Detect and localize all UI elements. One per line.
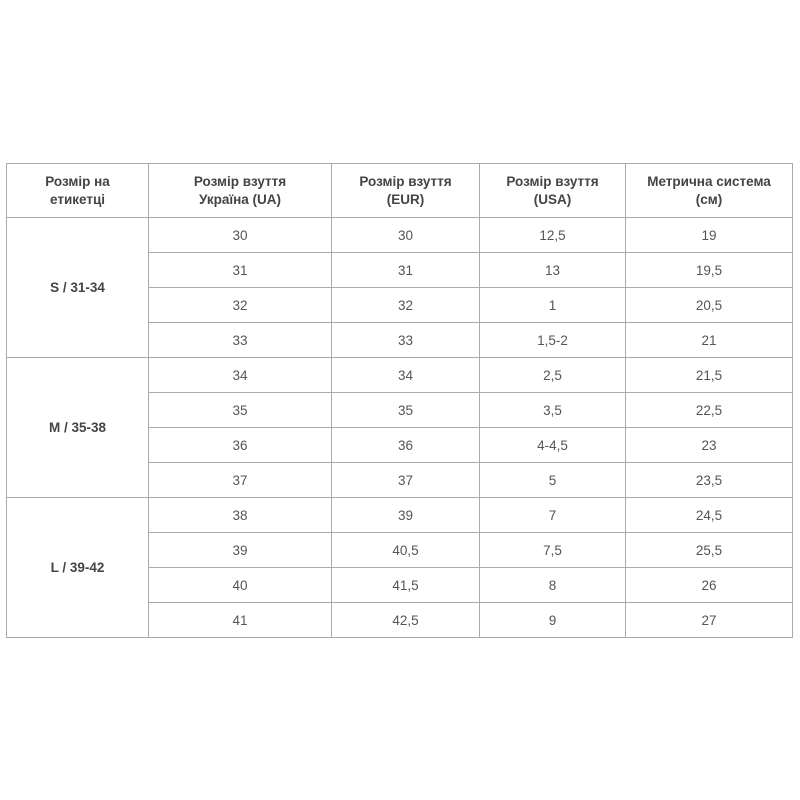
table-cell: 33 [331, 322, 480, 358]
table-cell: 7,5 [479, 532, 626, 568]
table-cell: 4-4,5 [479, 427, 626, 463]
table-row: 40 41,5 8 26 [7, 567, 793, 603]
table-cell: 9 [479, 602, 626, 638]
table-cell: 21,5 [625, 357, 793, 393]
table-cell: 32 [331, 287, 480, 323]
table-cell: 19,5 [625, 252, 793, 288]
column-header-line: Розмір взуття [193, 173, 287, 189]
table-cell: 31 [331, 252, 480, 288]
table-cell: 38 [148, 497, 332, 533]
table-cell: 39 [331, 497, 480, 533]
table-cell: 13 [479, 252, 626, 288]
column-header: Розмір взуття (EUR) [331, 163, 480, 218]
column-header: Розмір на етикетці [6, 163, 149, 218]
table-cell: 36 [331, 427, 480, 463]
size-label-cell: S / 31-34 [6, 217, 149, 358]
table-cell: 27 [625, 602, 793, 638]
column-header-line: (EUR) [386, 191, 425, 207]
column-header: Розмір взуття Україна (UA) [148, 163, 332, 218]
table-cell: 32 [148, 287, 332, 323]
table-cell: 30 [331, 217, 480, 253]
header-row: Розмір на етикетці Розмір взуття Україна (U… [6, 163, 793, 218]
table-cell: 19 [625, 217, 793, 253]
table-row: 41 42,5 9 27 [7, 602, 793, 638]
table-row: 31 31 13 19,5 [7, 252, 793, 288]
table-cell: 1 [479, 287, 626, 323]
table-cell: 25,5 [625, 532, 793, 568]
table-cell: 36 [148, 427, 332, 463]
column-header-line: Україна (UA) [198, 191, 282, 207]
column-header: Розмір взуття (USA) [479, 163, 626, 218]
column-header-line: (USA) [533, 191, 572, 207]
table-cell: 20,5 [625, 287, 793, 323]
size-chart-table: Розмір на етикетці Розмір взуття Україна (U… [6, 163, 793, 638]
table-cell: 37 [331, 462, 480, 498]
table-cell: 40,5 [331, 532, 480, 568]
column-header-line: Розмір на [45, 173, 110, 189]
column-header-line: Розмір взуття [506, 173, 599, 189]
table-row: 36 36 4-4,5 23 [7, 427, 793, 463]
table-cell: 35 [148, 392, 332, 428]
table-row: 32 32 1 20,5 [7, 287, 793, 323]
table-cell: 21 [625, 322, 793, 358]
table-cell: 5 [479, 462, 626, 498]
table-cell: 37 [148, 462, 332, 498]
table-cell: 40 [148, 567, 332, 603]
table-cell: 1,5-2 [479, 322, 626, 358]
table-cell: 23,5 [625, 462, 793, 498]
table-row: 33 33 1,5-2 21 [7, 322, 793, 358]
table-cell: 26 [625, 567, 793, 603]
table-cell: 2,5 [479, 357, 626, 393]
table-cell: 34 [331, 357, 480, 393]
table-cell: 41,5 [331, 567, 480, 603]
table-cell: 30 [148, 217, 332, 253]
table-cell: 35 [331, 392, 480, 428]
table-row: L / 39-42 38 39 7 24,5 [6, 497, 793, 638]
table-cell: 39 [148, 532, 332, 568]
table-cell: 34 [148, 357, 332, 393]
table-cell: 31 [148, 252, 332, 288]
table-row: S / 31-34 30 30 12,5 19 [6, 217, 793, 358]
table-cell: 8 [479, 567, 626, 603]
table-cell: 41 [148, 602, 332, 638]
table-cell: 23 [625, 427, 793, 463]
table-cell: 24,5 [625, 497, 793, 533]
size-label-cell: L / 39-42 [6, 497, 149, 638]
table-cell: 33 [148, 322, 332, 358]
table-cell: 3,5 [479, 392, 626, 428]
column-header-line: Розмір взуття [359, 173, 452, 189]
table-row: M / 35-38 34 34 2,5 21,5 [6, 357, 793, 498]
table-cell: 42,5 [331, 602, 480, 638]
table-cell: 22,5 [625, 392, 793, 428]
table-cell: 7 [479, 497, 626, 533]
table-cell: 12,5 [479, 217, 626, 253]
column-header-line: (см) [695, 191, 723, 207]
column-header: Метрична система (см) [625, 163, 793, 218]
size-label-cell: M / 35-38 [6, 357, 149, 498]
column-header-line: етикетці [50, 191, 105, 207]
column-header-line: Метрична система [647, 173, 771, 189]
